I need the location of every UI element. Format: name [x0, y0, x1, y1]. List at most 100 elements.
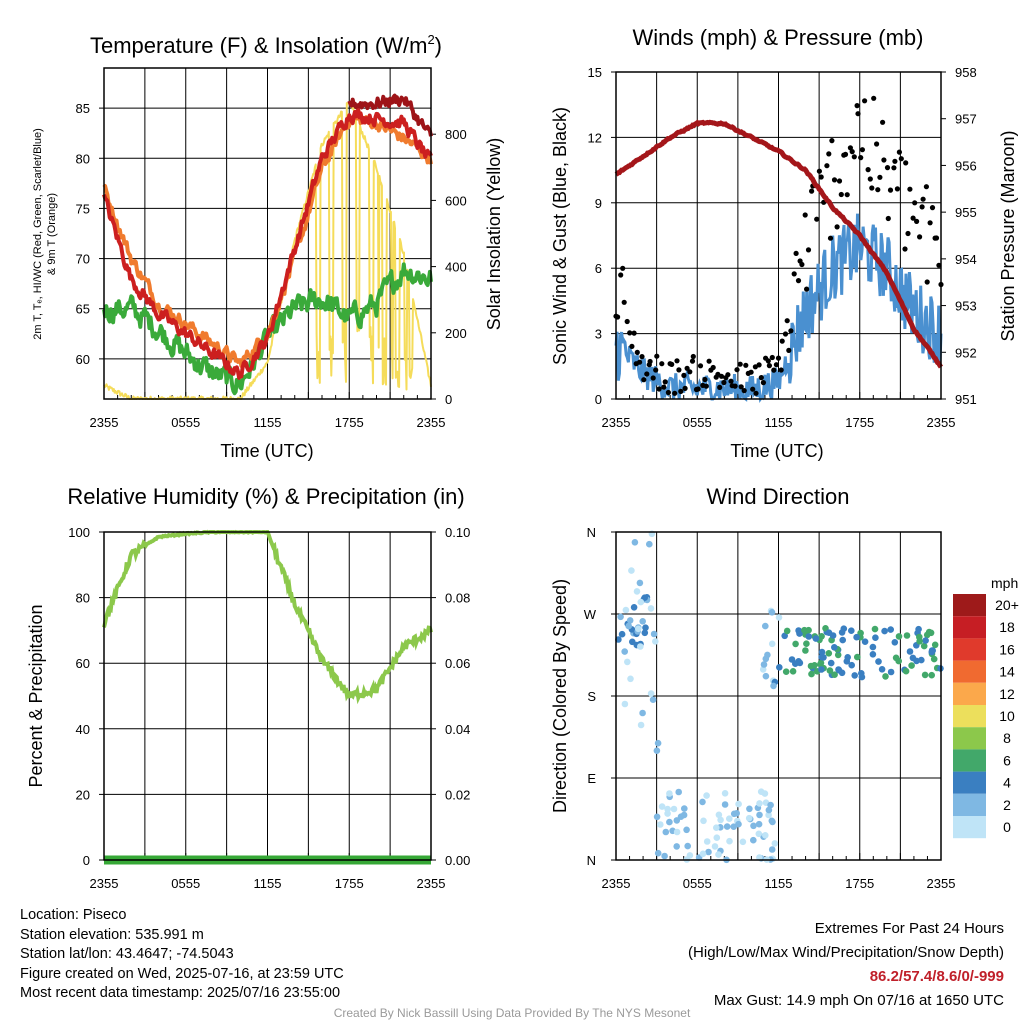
- y2-tick-label: 0.04: [445, 722, 470, 737]
- gust-point: [771, 367, 777, 373]
- direction-point: [776, 664, 783, 671]
- direction-point: [838, 629, 846, 636]
- humidity-panel: Relative Humidity (%) & Precipitation (i…: [26, 484, 470, 891]
- direction-point: [750, 822, 757, 830]
- gust-point: [758, 375, 764, 381]
- direction-point: [639, 709, 646, 717]
- station-elevation: Station elevation: 535.991 m: [20, 926, 204, 943]
- gust-point: [690, 353, 696, 360]
- gust-point: [804, 286, 810, 292]
- gust-point: [871, 95, 877, 101]
- direction-point: [882, 673, 889, 680]
- direction-point: [637, 643, 644, 650]
- humidity-title: Relative Humidity (%) & Precipitation (i…: [67, 484, 464, 509]
- gust-point: [689, 358, 696, 364]
- temperature-plot-area: 2355 0555 1155 1755 2355 60 65 70 75 80 85 0 200 400 6…: [76, 67, 467, 430]
- direction-point: [617, 613, 624, 621]
- y-tick-label: 100: [68, 525, 90, 540]
- gust-point: [814, 216, 820, 222]
- legend-label: 8: [1003, 730, 1011, 746]
- direction-point: [735, 820, 742, 828]
- gust-point: [910, 215, 916, 221]
- temperature-ylabel-right: Solar Insolation (Yellow): [484, 138, 504, 330]
- direction-point: [831, 644, 838, 651]
- y-tick-label: 60: [76, 352, 90, 367]
- gust-point: [887, 187, 894, 193]
- gust-point: [905, 230, 911, 237]
- legend-label: 14: [999, 664, 1015, 680]
- y2-tick-label: 957: [955, 112, 977, 127]
- direction-point: [895, 633, 903, 640]
- x-tick-label: 1155: [254, 415, 282, 430]
- y2-tick-label: 600: [445, 193, 467, 208]
- direction-point: [927, 629, 935, 637]
- gust-point: [802, 212, 808, 218]
- gust-point: [827, 235, 834, 241]
- gust-point: [831, 177, 838, 183]
- direction-point: [765, 806, 773, 814]
- direction-point: [771, 840, 779, 847]
- direction-point: [653, 747, 661, 754]
- direction-point: [838, 669, 846, 677]
- direction-point: [931, 641, 939, 649]
- gust-point: [858, 155, 864, 161]
- direction-point: [654, 849, 662, 857]
- y-tick-label: 70: [76, 252, 90, 267]
- gust-point: [684, 365, 690, 371]
- legend-label: 12: [999, 686, 1015, 702]
- y-tick-label: 65: [76, 302, 90, 317]
- direction-point: [817, 660, 824, 668]
- direction-point: [650, 630, 658, 638]
- direction-point: [726, 837, 733, 845]
- gust-point: [914, 218, 920, 224]
- gust-point: [681, 372, 687, 378]
- direction-point: [768, 846, 776, 853]
- direction-point: [647, 605, 655, 612]
- legend-swatch: [953, 749, 986, 772]
- direction-point: [622, 606, 630, 614]
- gust-point: [621, 299, 627, 305]
- direction-point: [646, 540, 653, 548]
- direction-point: [746, 805, 753, 813]
- x-tick-label: 2355: [927, 415, 956, 430]
- direction-point: [621, 648, 628, 655]
- direction-point: [881, 627, 888, 635]
- gust-point: [865, 167, 871, 173]
- direction-point: [713, 824, 720, 831]
- gust-point: [674, 358, 680, 364]
- extremes-title: Extremes For Past 24 Hours: [814, 920, 1004, 937]
- gust-point: [682, 385, 688, 391]
- direction-point: [770, 682, 777, 690]
- winds-ylabel-right: Station Pressure (Maroon): [998, 130, 1018, 341]
- direction-point: [825, 650, 833, 657]
- direction-point: [857, 629, 864, 637]
- gust-point: [687, 369, 693, 375]
- direction-point: [675, 788, 682, 796]
- x-tick-label: 2355: [927, 876, 956, 891]
- y2-tick-label: 953: [955, 299, 977, 314]
- gust-point: [775, 355, 782, 361]
- extremes-block: Extremes For Past 24 Hours (High/Low/Max…: [688, 917, 1004, 1013]
- gust-point: [862, 98, 868, 104]
- x-tick-label: 1155: [765, 876, 793, 891]
- direction-point: [782, 668, 790, 675]
- gust-point: [927, 220, 933, 226]
- direction-point: [739, 838, 747, 846]
- direction-point: [635, 625, 642, 633]
- gust-point: [880, 119, 886, 125]
- gust-point: [881, 157, 887, 163]
- direction-point: [871, 625, 879, 633]
- legend-swatch: [953, 771, 986, 794]
- gust-point: [676, 367, 682, 373]
- gust-point: [929, 205, 936, 211]
- gust-point: [917, 234, 923, 240]
- direction-point: [781, 632, 788, 640]
- temperature-title: Temperature (F) & Insolation (W/m2): [90, 32, 442, 58]
- direction-point: [822, 625, 829, 632]
- x-tick-label: 2355: [417, 415, 446, 430]
- direction-point: [745, 814, 753, 822]
- x-tick-label: 0555: [171, 876, 200, 891]
- y-tick-label: 0: [83, 853, 90, 868]
- gust-point: [620, 265, 626, 271]
- gust-point: [779, 338, 785, 344]
